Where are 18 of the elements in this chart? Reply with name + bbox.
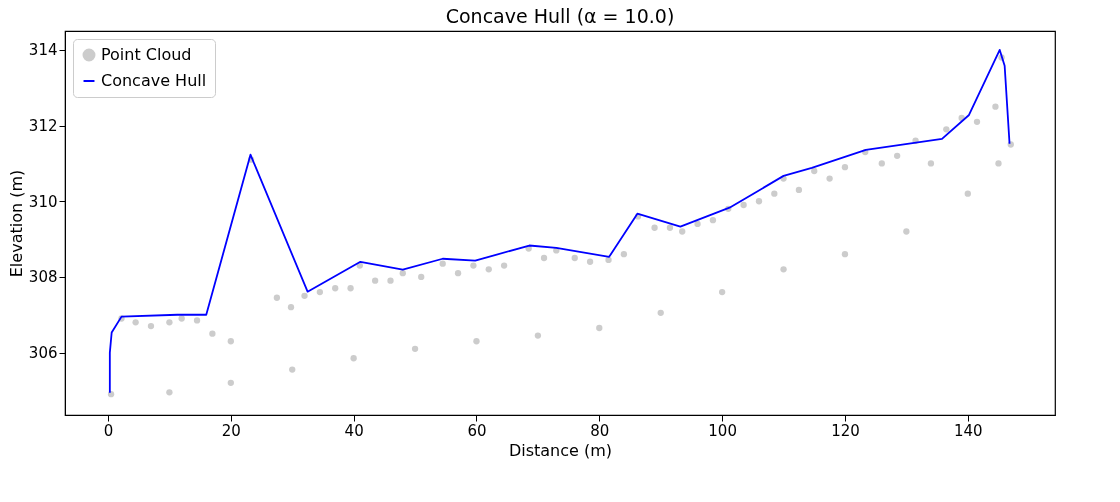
legend-label: Point Cloud [101, 45, 192, 64]
y-tick-label: 312 [28, 117, 58, 136]
legend-label: Concave Hull [101, 71, 207, 90]
x-tick-label: 60 [467, 421, 487, 440]
y-tick-label: 310 [28, 192, 58, 211]
x-tick-label: 120 [831, 421, 860, 440]
y-tick-label: 314 [28, 41, 58, 60]
chart-title: Concave Hull (α = 10.0) [445, 5, 675, 27]
x-tick-label: 20 [221, 421, 241, 440]
x-axis-title: Distance (m) [508, 440, 613, 460]
x-tick-label: 140 [953, 421, 983, 440]
y-axis-title: Elevation (m) [6, 169, 26, 278]
x-tick-label: 40 [344, 421, 364, 440]
y-tick-label: 308 [28, 268, 58, 287]
x-tick-label: 80 [590, 421, 610, 440]
x-tick-label: 100 [708, 421, 737, 440]
x-tick-label: 0 [103, 421, 114, 440]
y-tick-label: 306 [28, 344, 58, 363]
